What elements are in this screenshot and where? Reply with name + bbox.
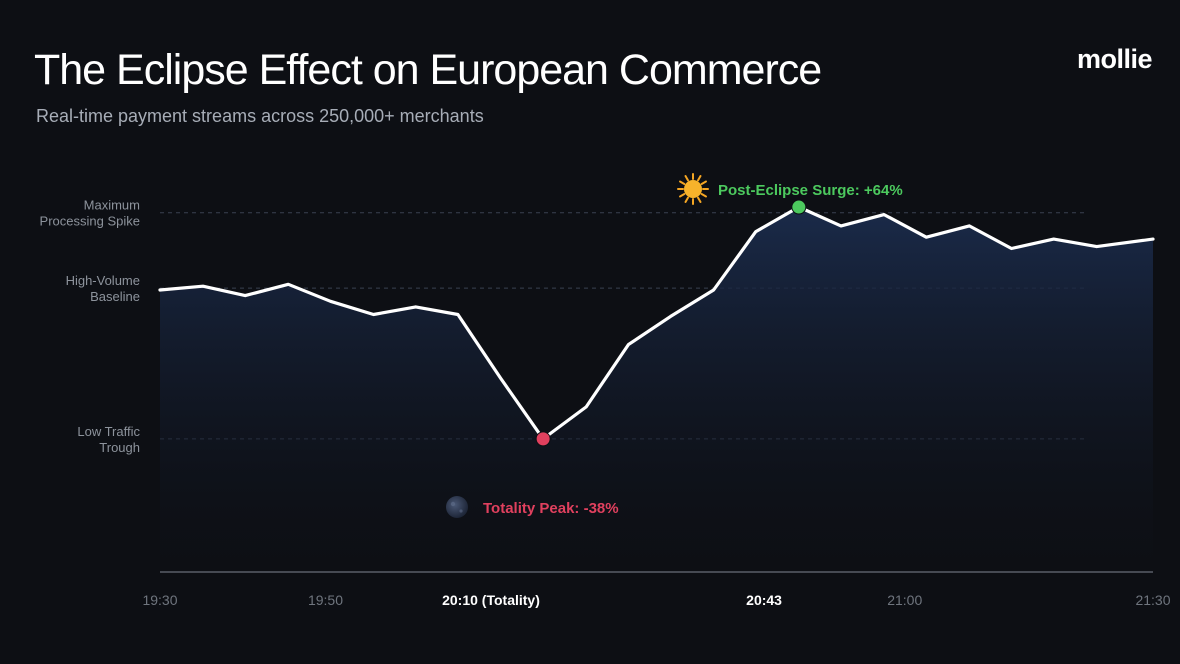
sun-ray <box>700 193 707 198</box>
moon-crater <box>459 509 463 513</box>
x-tick-label: 19:50 <box>308 592 343 608</box>
chart-title: The Eclipse Effect on European Commerce <box>34 46 822 94</box>
x-tick-label: 21:30 <box>1135 592 1170 608</box>
brand-logo: mollie <box>1076 44 1153 74</box>
x-axis: 19:30 19:50 20:10 (Totality) 20:43 21:00 21:3… <box>142 571 1171 608</box>
sun-ray <box>679 180 686 185</box>
x-tick-label: 20:10 (Totality) <box>442 592 540 608</box>
peak-annotation: Post-Eclipse Surge: +64% <box>718 182 903 199</box>
series-area <box>160 207 1153 572</box>
sun-ray <box>684 196 689 203</box>
peak-marker <box>791 199 807 215</box>
line-layer <box>158 205 1155 441</box>
sun-disc <box>684 180 702 198</box>
chart-subtitle: Real-time payment streams across 250,000… <box>36 106 484 126</box>
sun-ray <box>700 180 707 185</box>
sun-ray <box>684 175 689 182</box>
reference-label-line: Baseline <box>90 289 140 304</box>
series-line <box>158 205 1155 441</box>
markers: Totality Peak: -38% Post-Eclipse Surge: +… <box>446 173 903 518</box>
trough-marker <box>535 431 551 447</box>
reference-label-line: Processing Spike <box>40 214 140 229</box>
reference-label-line: Trough <box>99 440 140 455</box>
reference-label: Maximum Processing Spike <box>40 198 140 229</box>
sun-ray <box>697 175 702 182</box>
reference-label: Low Traffic Trough <box>77 424 140 455</box>
reference-label-line: Maximum <box>84 198 140 213</box>
x-tick-label: 21:00 <box>887 592 922 608</box>
moon-crater <box>450 501 456 507</box>
x-tick-label: 20:43 <box>746 592 782 608</box>
sun-icon <box>677 173 709 205</box>
x-tick-label: 19:30 <box>142 592 177 608</box>
moon-icon <box>446 496 468 518</box>
area-layer <box>160 207 1153 572</box>
reference-label-line: High-Volume <box>66 273 140 288</box>
sun-ray <box>697 196 702 203</box>
reference-label-line: Low Traffic <box>77 424 140 439</box>
moon-disc <box>446 496 468 518</box>
trough-annotation: Totality Peak: -38% <box>483 500 619 517</box>
reference-label: High-Volume Baseline <box>66 273 140 304</box>
sun-ray <box>679 193 686 198</box>
